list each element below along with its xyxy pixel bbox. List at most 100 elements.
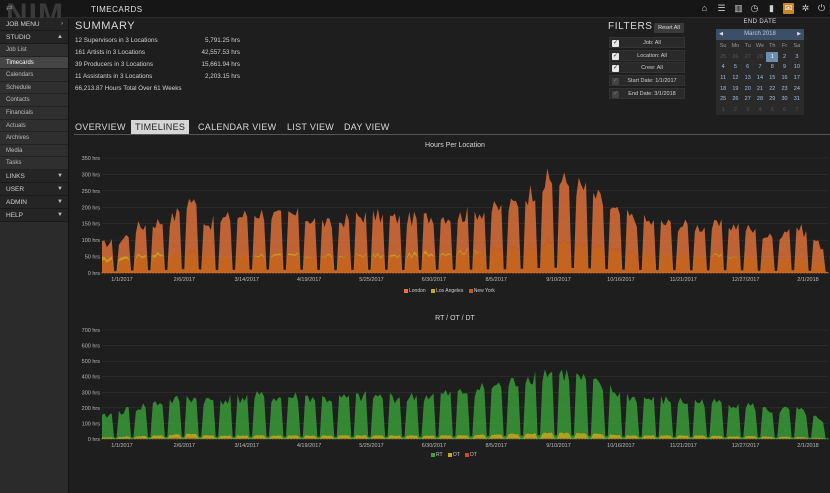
calendar-day[interactable]: 29	[769, 96, 776, 103]
sidebar-toggle-icon[interactable]: ⇄	[6, 3, 13, 12]
calendar-day[interactable]: 18	[720, 85, 727, 92]
sidebar-job-menu[interactable]: JOB MENU ›	[0, 18, 68, 31]
sidebar-links[interactable]: LINKS ▼	[0, 169, 68, 183]
data-point	[704, 438, 706, 440]
data-point	[818, 272, 820, 274]
sidebar-item-media[interactable]: Media	[0, 144, 68, 158]
calendar-day[interactable]: 4	[758, 107, 762, 114]
calendar-day[interactable]: 22	[769, 85, 776, 92]
data-point	[515, 438, 517, 440]
checkbox-icon[interactable]: ✓	[612, 64, 619, 72]
checkbox-icon[interactable]: ✓	[612, 77, 619, 85]
calendar-day[interactable]: 28	[756, 96, 764, 103]
data-point	[137, 272, 139, 274]
checkbox-icon[interactable]: ✓	[612, 90, 619, 98]
columns-icon[interactable]: ▥	[734, 3, 743, 13]
data-point	[515, 272, 517, 274]
checkbox-icon[interactable]: ✓	[612, 52, 619, 60]
data-point	[257, 272, 259, 274]
calendar-day[interactable]: 21	[756, 85, 764, 92]
sidebar-studio[interactable]: STUDIO ▲	[0, 31, 68, 44]
calendar-day[interactable]: 20	[744, 85, 751, 92]
sidebar-user-label: USER	[6, 185, 25, 193]
filter-location[interactable]: ✓ Location: All	[609, 50, 685, 61]
sidebar-admin[interactable]: ADMIN ▼	[0, 195, 68, 209]
mail-icon[interactable]: ✉	[783, 3, 794, 14]
tab-list-view[interactable]: LIST VIEW	[287, 122, 335, 132]
data-point	[827, 272, 829, 274]
sidebar-item-job-list[interactable]: Job List	[0, 44, 68, 57]
calendar-day[interactable]: 31	[793, 96, 800, 103]
sidebar-item-financials[interactable]: Financials	[0, 106, 68, 120]
calendar-day[interactable]: 6	[746, 64, 750, 71]
tab-day-view[interactable]: DAY VIEW	[344, 122, 390, 132]
data-point	[557, 438, 559, 440]
data-point	[797, 438, 799, 440]
x-tick-label: 2/1/2018	[797, 443, 818, 449]
sidebar-item-contacts[interactable]: Contacts	[0, 94, 68, 107]
reset-all-button[interactable]: Reset All	[654, 23, 684, 33]
calendar-day[interactable]: 5	[770, 107, 774, 114]
calendar-day[interactable]: 17	[793, 75, 800, 82]
calendar-day[interactable]: 6	[783, 107, 787, 114]
data-point	[605, 272, 607, 274]
sidebar-item-archives[interactable]: Archives	[0, 132, 68, 145]
prev-month-button[interactable]: ◀	[719, 31, 723, 37]
sidebar-help[interactable]: HELP ▼	[0, 208, 68, 222]
calendar-day[interactable]: 11	[720, 75, 726, 82]
home-icon[interactable]: ⌂	[701, 3, 708, 13]
filter-end-date[interactable]: ✓ End Date: 3/1/2018	[609, 88, 685, 99]
filter-start-date[interactable]: ✓ Start Date: 1/1/2017	[609, 75, 685, 86]
calendar-day[interactable]: 26	[732, 96, 739, 103]
calendar-day[interactable]: 1	[721, 107, 725, 114]
calendar-day[interactable]: 5	[733, 64, 737, 71]
sidebar-item-tasks[interactable]: Tasks	[0, 157, 68, 170]
tab-calendar-view[interactable]: CALENDAR VIEW	[198, 122, 277, 132]
next-month-button[interactable]: ▶	[797, 31, 801, 37]
calendar-day[interactable]: 27	[744, 53, 751, 60]
calendar-day[interactable]: 3	[746, 107, 750, 114]
sidebar-item-timecards[interactable]: Timecards	[0, 56, 68, 70]
clock-icon[interactable]: ◷	[750, 3, 759, 13]
calendar-day[interactable]: 30	[781, 96, 788, 103]
filter-job[interactable]: ✓ Job: All	[609, 37, 685, 48]
calendar-day[interactable]: 13	[744, 75, 751, 82]
calendar-day[interactable]: 26	[732, 53, 739, 60]
calendar-day[interactable]: 4	[721, 64, 725, 71]
tab-overview[interactable]: OVERVIEW	[75, 122, 126, 132]
calendar-day[interactable]: 14	[756, 75, 764, 82]
sidebar-item-calendars[interactable]: Calendars	[0, 69, 68, 82]
bookmark-icon[interactable]: ▮	[769, 3, 774, 13]
calendar-day[interactable]: 2	[783, 53, 787, 60]
calendar-day[interactable]: 28	[756, 53, 764, 60]
calendar-day[interactable]: 23	[781, 85, 788, 92]
calendar-day[interactable]: 7	[795, 107, 799, 114]
calendar-day[interactable]: 9	[783, 64, 787, 71]
calendar-day[interactable]: 15	[769, 75, 776, 82]
calendar-day[interactable]: 3	[795, 53, 799, 60]
calendar-day[interactable]: 10	[793, 64, 800, 71]
sidebar-item-schedule[interactable]: Schedule	[0, 81, 68, 95]
power-icon[interactable]: ⏻	[817, 3, 826, 13]
calendar-day[interactable]: 1	[766, 51, 779, 63]
list-icon[interactable]: ☰	[717, 3, 726, 13]
tab-timelines[interactable]: TIMELINES	[131, 120, 190, 134]
filter-crew[interactable]: ✓ Crew: All	[609, 62, 685, 73]
sidebar-user[interactable]: USER ▼	[0, 182, 68, 196]
calendar-day[interactable]: 12	[732, 75, 739, 82]
calendar-day[interactable]: 25	[720, 96, 727, 103]
calendar-day[interactable]: 7	[758, 64, 762, 71]
gear-icon[interactable]: ✲	[801, 3, 810, 13]
calendar-day[interactable]: 19	[732, 85, 739, 92]
data-point	[764, 272, 766, 274]
calendar-day[interactable]: 16	[781, 75, 788, 82]
calendar-day[interactable]: 8	[770, 64, 774, 71]
calendar-day[interactable]: 24	[793, 85, 800, 92]
checkbox-icon[interactable]: ✓	[612, 39, 619, 47]
calendar-day[interactable]: 25	[720, 53, 727, 60]
sidebar-item-actuals[interactable]: Actuals	[0, 119, 68, 133]
data-point	[662, 438, 664, 440]
calendar-day[interactable]: 27	[744, 96, 751, 103]
calendar-day[interactable]: 2	[733, 107, 737, 114]
date-picker: ◀ March 2018 ▶ Su Mo Tu We Th Fr Sa 25 26 27 28 1 2 3…	[716, 29, 804, 115]
